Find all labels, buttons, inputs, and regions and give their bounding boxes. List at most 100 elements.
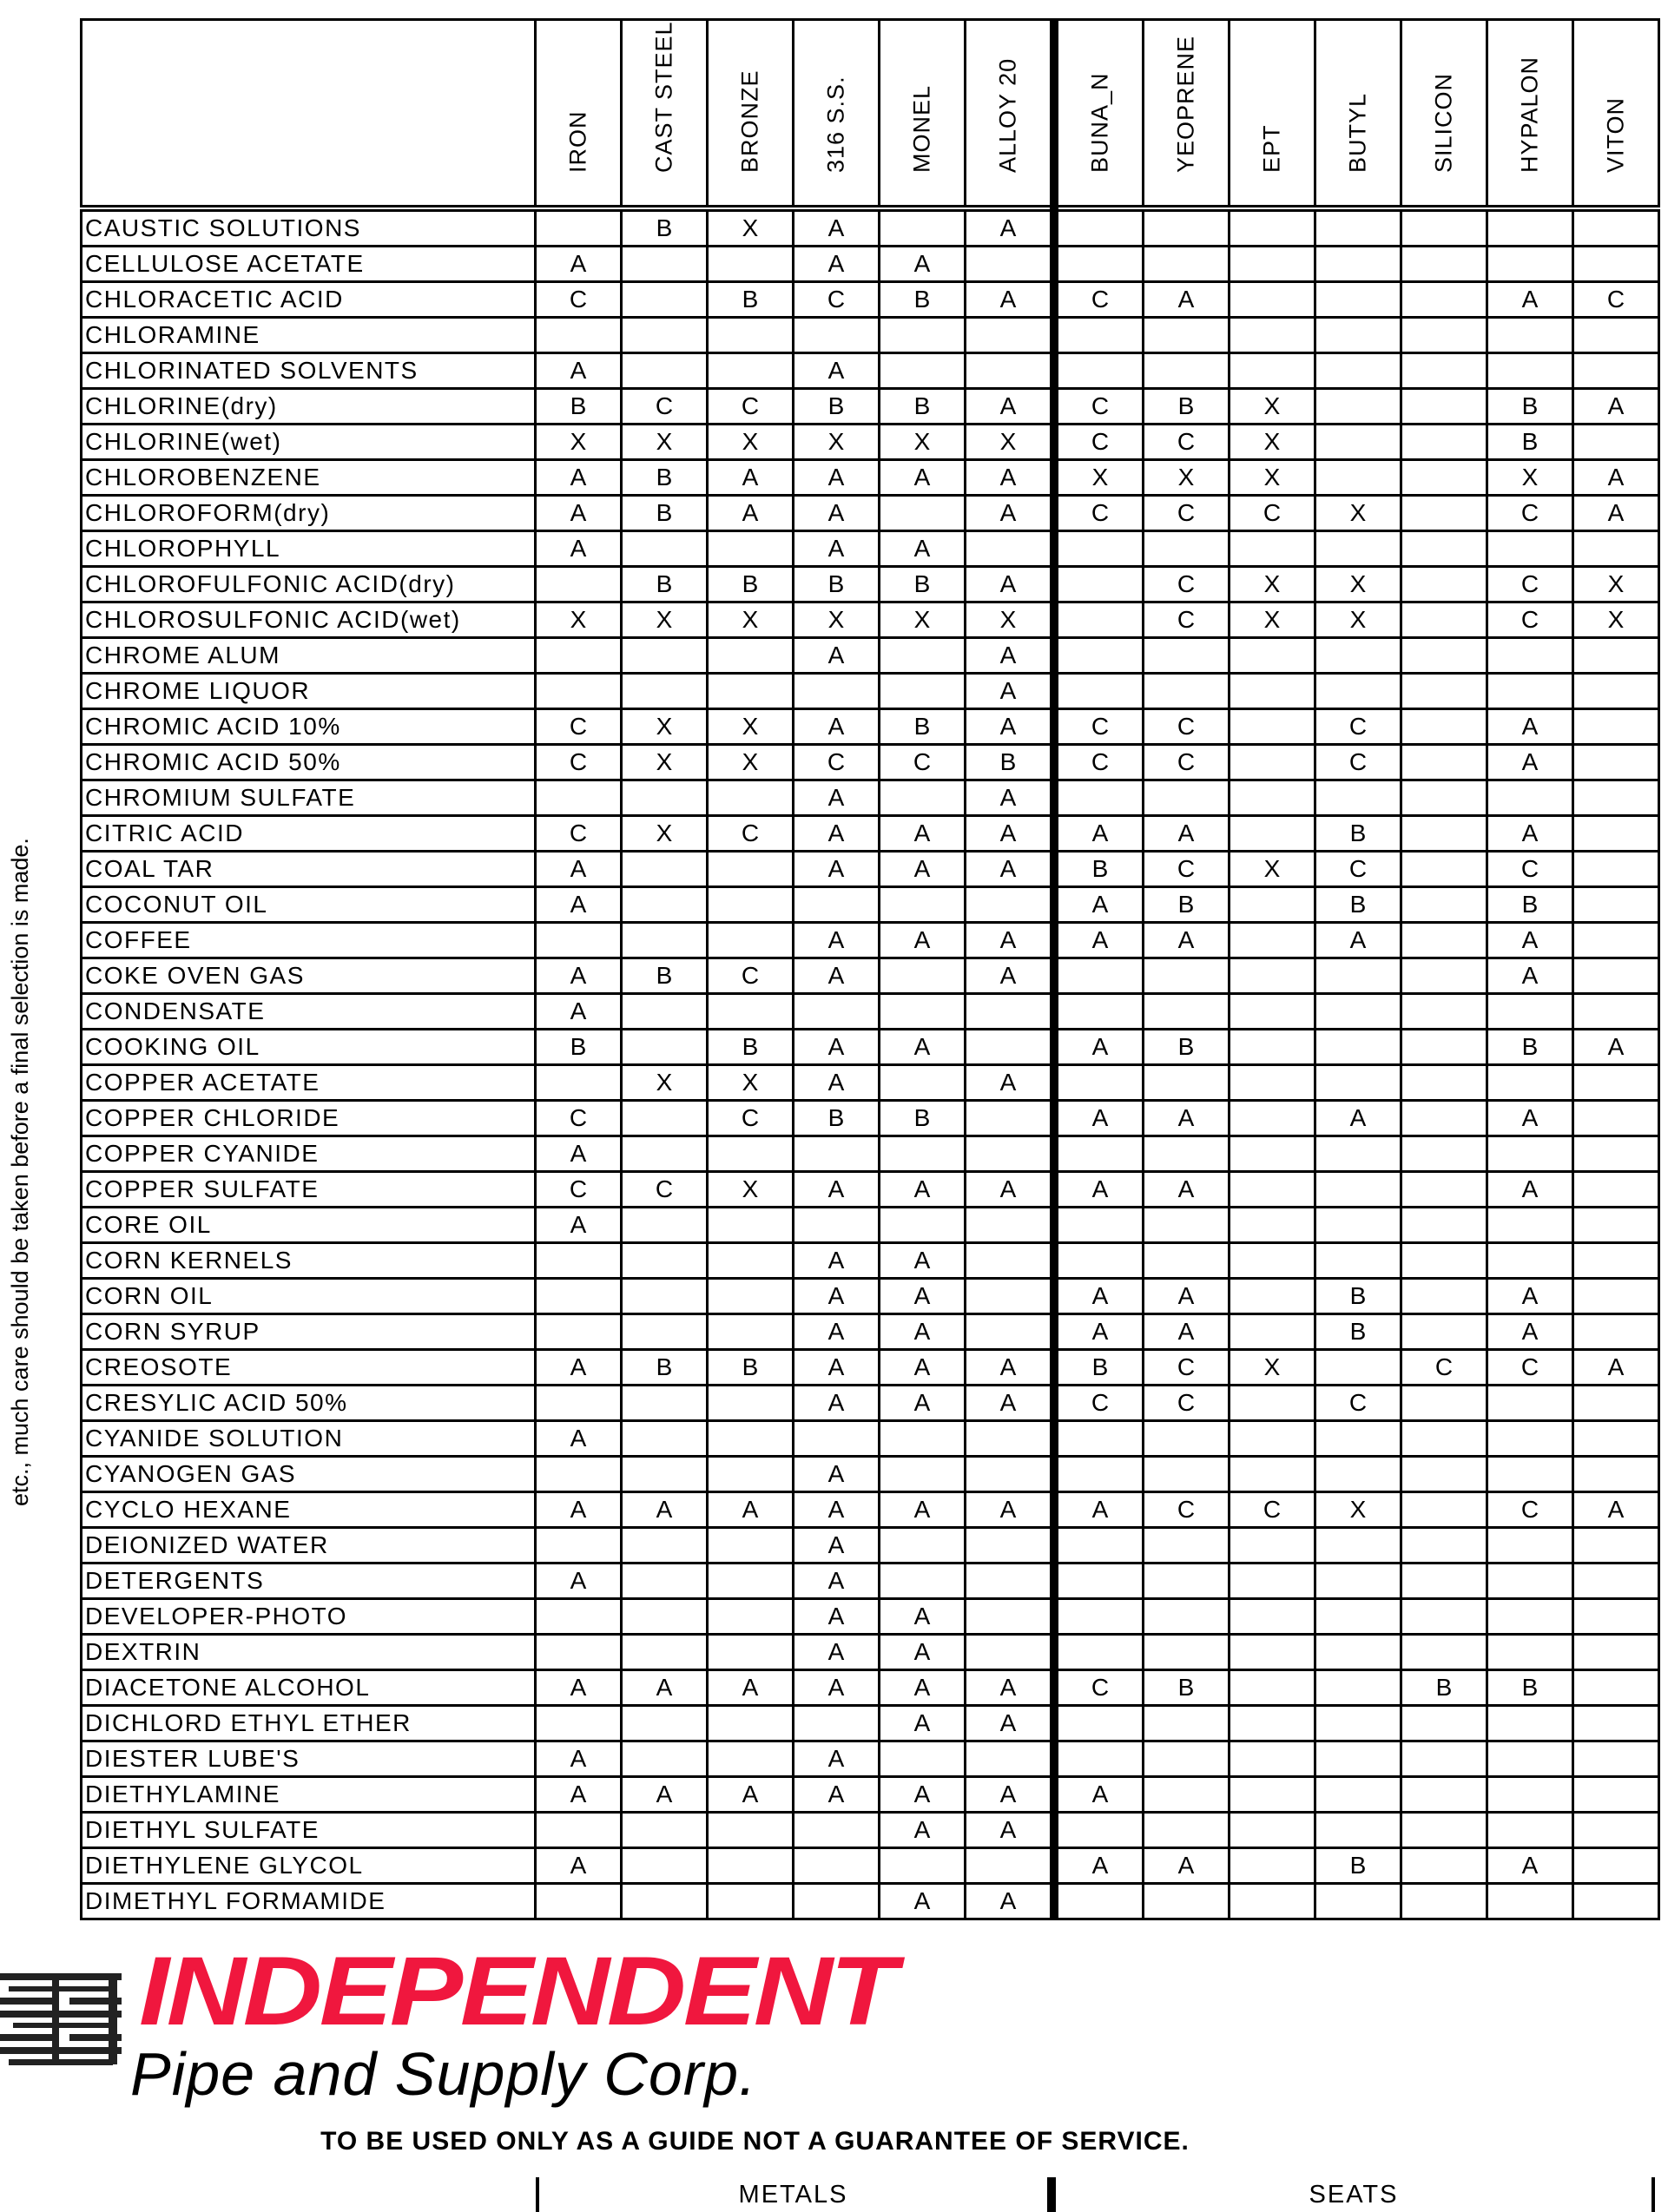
- rating-cell: C: [1052, 387, 1144, 425]
- rating-cell: A: [878, 1775, 966, 1814]
- rating-cell: [1228, 1241, 1316, 1280]
- rating-cell: X: [792, 423, 880, 461]
- chemical-name: CYANOGEN GAS: [80, 1455, 537, 1493]
- column-header: BRONZE: [706, 18, 794, 212]
- rating-cell: C: [1052, 280, 1144, 319]
- rating-cell: A: [878, 458, 966, 497]
- rating-cell: [792, 1704, 880, 1742]
- rating-cell: [1228, 1313, 1316, 1351]
- rating-cell: [1572, 1206, 1660, 1244]
- disclaimer: TO BE USED ONLY AS A GUIDE NOT A GUARANT…: [320, 2127, 1190, 2156]
- rating-cell: [706, 1704, 794, 1742]
- rating-cell: B: [1142, 1669, 1230, 1707]
- rating-cell: B: [534, 387, 623, 425]
- rating-cell: [706, 1419, 794, 1458]
- rating-cell: [878, 316, 966, 354]
- rating-cell: [620, 1882, 709, 1920]
- chemical-name: COAL TAR: [80, 850, 537, 888]
- rating-cell: [1314, 207, 1402, 247]
- column-header: YEOPRENE: [1142, 18, 1230, 212]
- rating-cell: [1486, 672, 1574, 710]
- chemical-name: DIMETHYL FORMAMIDE: [80, 1882, 537, 1920]
- rating-cell: A: [1052, 885, 1144, 924]
- rating-cell: [706, 850, 794, 888]
- rating-cell: A: [964, 494, 1058, 532]
- rating-cell: A: [964, 779, 1058, 817]
- rating-cell: A: [964, 458, 1058, 497]
- rating-cell: A: [878, 530, 966, 568]
- rating-cell: [1052, 1811, 1144, 1849]
- rating-cell: [1314, 1669, 1402, 1707]
- rating-cell: [1572, 743, 1660, 781]
- chemical-name: CYANIDE SOLUTION: [80, 1419, 537, 1458]
- rating-cell: A: [1486, 1277, 1574, 1315]
- rating-cell: [792, 1811, 880, 1849]
- rating-cell: [1314, 458, 1402, 497]
- rating-cell: [620, 1704, 709, 1742]
- rating-cell: [878, 1847, 966, 1885]
- rating-cell: [534, 1455, 623, 1493]
- chemical-name: CHROMIC ACID 50%: [80, 743, 537, 781]
- rating-cell: [620, 885, 709, 924]
- rating-cell: [1572, 672, 1660, 710]
- divider: [1047, 2177, 1056, 2212]
- rating-cell: [1052, 1455, 1144, 1493]
- rating-cell: X: [706, 743, 794, 781]
- rating-cell: [1314, 1135, 1402, 1173]
- rating-cell: [964, 1241, 1058, 1280]
- rating-cell: C: [534, 743, 623, 781]
- rating-cell: A: [792, 1348, 880, 1386]
- rating-cell: [1400, 779, 1488, 817]
- rating-cell: [706, 636, 794, 675]
- rating-cell: B: [620, 494, 709, 532]
- rating-cell: [1314, 1562, 1402, 1600]
- rating-cell: B: [1486, 885, 1574, 924]
- rating-cell: A: [792, 1491, 880, 1529]
- metals-group-label: METALS: [738, 2181, 848, 2209]
- rating-cell: [1572, 1882, 1660, 1920]
- rating-cell: [1572, 957, 1660, 995]
- rating-cell: [1486, 1526, 1574, 1564]
- compatibility-table: IRON CAST STEEL BRONZE 316 S.S. MONEL ALLOY 2…: [80, 18, 1660, 1920]
- rating-cell: [964, 352, 1058, 390]
- rating-cell: A: [792, 1241, 880, 1280]
- rating-cell: [1228, 1170, 1316, 1208]
- rating-cell: C: [1228, 494, 1316, 532]
- rating-cell: [1572, 708, 1660, 746]
- rating-cell: C: [706, 1099, 794, 1137]
- rating-cell: [1142, 1740, 1230, 1778]
- rating-cell: [620, 530, 709, 568]
- rating-cell: [1400, 1135, 1488, 1173]
- rating-cell: [1142, 672, 1230, 710]
- rating-cell: [706, 1526, 794, 1564]
- table-row: COFFEE A A A A A A A: [80, 921, 1660, 959]
- rating-cell: [878, 1063, 966, 1102]
- rating-cell: A: [792, 814, 880, 853]
- chemical-name: DEXTRIN: [80, 1633, 537, 1671]
- rating-cell: A: [792, 708, 880, 746]
- rating-cell: [620, 1526, 709, 1564]
- rating-cell: A: [1486, 814, 1574, 853]
- rating-cell: [534, 1277, 623, 1315]
- rating-cell: [1314, 280, 1402, 319]
- table-row: CREOSOTE A B B A A A B C X C C A: [80, 1348, 1660, 1386]
- rating-cell: [1052, 530, 1144, 568]
- chemical-name: CHLOROPHYLL: [80, 530, 537, 568]
- rating-cell: [1228, 672, 1316, 710]
- rating-cell: C: [1486, 850, 1574, 888]
- rating-cell: A: [792, 1063, 880, 1102]
- rating-cell: B: [792, 387, 880, 425]
- column-header-label: MONEL: [908, 84, 935, 173]
- rating-cell: [1400, 458, 1488, 497]
- rating-cell: [1052, 1740, 1144, 1778]
- rating-cell: [1052, 1526, 1144, 1564]
- rating-cell: [620, 1028, 709, 1066]
- rating-cell: A: [878, 1028, 966, 1066]
- column-header: HYPALON: [1486, 18, 1574, 212]
- rating-cell: [1052, 992, 1144, 1030]
- rating-cell: C: [1052, 1384, 1144, 1422]
- rating-cell: [1228, 957, 1316, 995]
- rating-cell: [534, 1633, 623, 1671]
- chemical-name: DEVELOPER-PHOTO: [80, 1597, 537, 1636]
- column-header: BUTYL: [1314, 18, 1402, 212]
